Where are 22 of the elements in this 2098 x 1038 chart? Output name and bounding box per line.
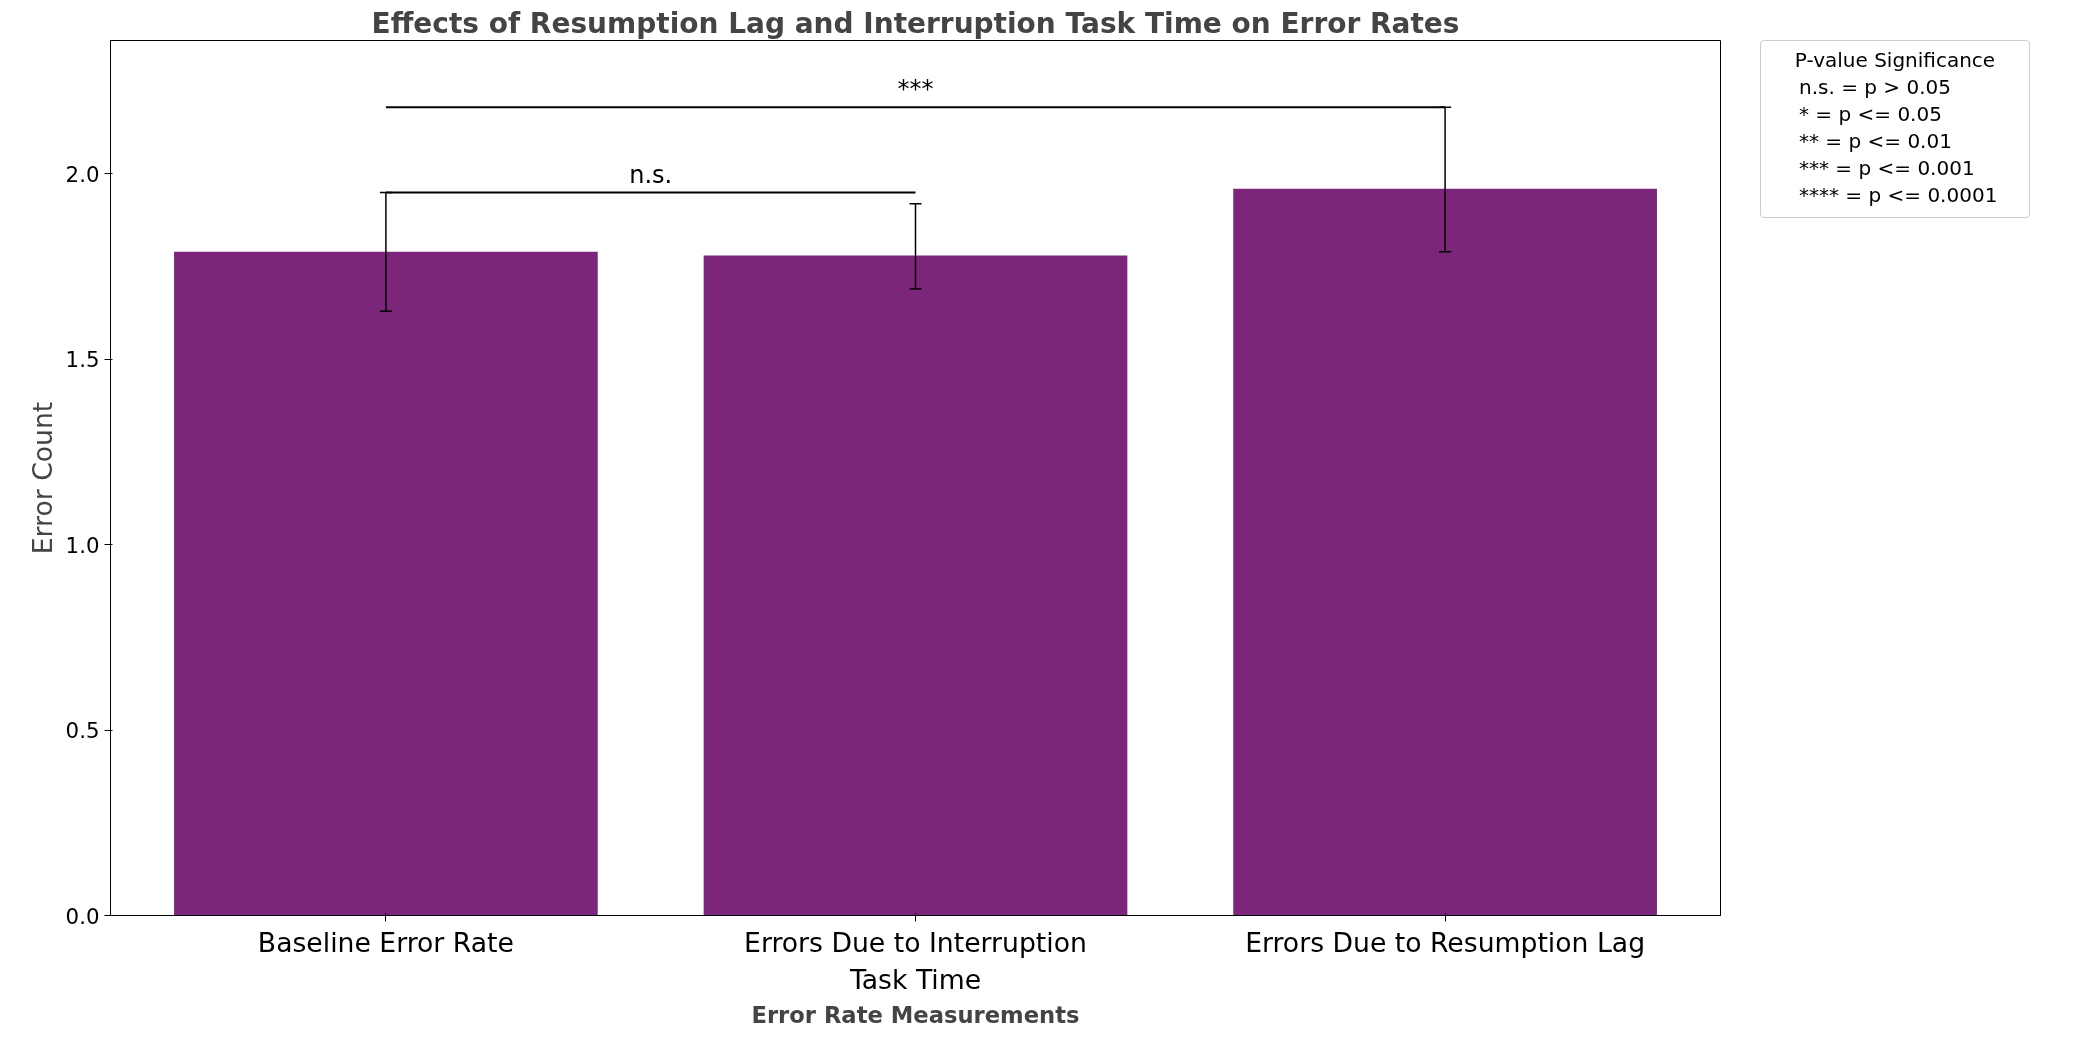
x-tick-label: Errors Due to Resumption Lag [1245,926,1646,958]
x-axis-title: Error Rate Measurements [751,1001,1080,1028]
x-tick-label: Baseline Error Rate [257,926,514,958]
text: * = p <= 0.05 [1798,101,1943,128]
y-tick-label: 1.0 [65,532,100,558]
text: ** = p <= 0.01 [1798,128,1953,155]
legend-title: P-value Significance [1793,47,1997,74]
bar [174,251,598,916]
x-tick-label: Errors Due to Interruption Task Time [744,926,1087,995]
annotation: *** [897,75,934,104]
bar [1233,188,1657,916]
y-tick-label: 0.5 [65,718,100,744]
chart-title: Effects of Resumption Lag and Interruption Task Time on Error Rates [371,6,1460,40]
annotation: n.s. [629,160,673,189]
y-tick-label: 2.0 [65,161,100,187]
text: **** = p <= 0.0001 [1798,182,1999,209]
bar [703,255,1128,916]
y-tick-label: 0.0 [65,903,100,929]
text: *** = p <= 0.001 [1798,155,1976,182]
y-tick-label: 1.5 [65,347,100,373]
y-axis-title: Error Count [26,401,58,555]
text: n.s. = p > 0.05 [1798,74,1952,101]
